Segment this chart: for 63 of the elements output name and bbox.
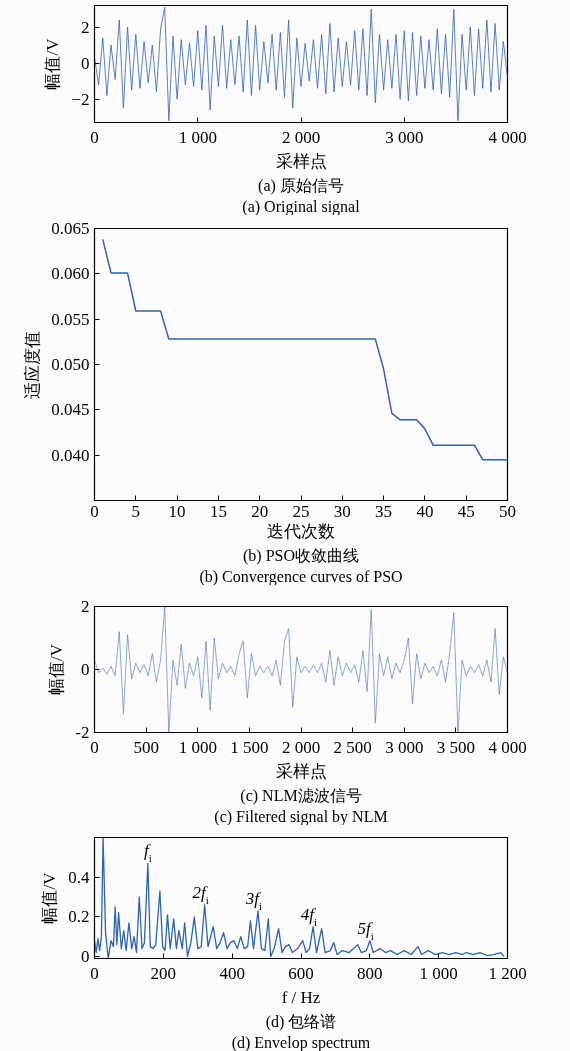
x-tick-label: 2 000: [281, 737, 321, 757]
x-tick-label: 3 500: [436, 737, 475, 757]
x-tick-label: 3 000: [385, 737, 424, 757]
y-axis-title: 幅值/V: [40, 871, 60, 924]
x-tick-label: 1 000: [419, 963, 458, 983]
y-axis-title: 幅值/V: [47, 643, 67, 695]
x-tick-label: 25: [292, 501, 310, 521]
x-tick-label: 500: [133, 737, 159, 757]
y-tick-label: 0: [81, 53, 90, 73]
x-tick-label: 1 000: [178, 737, 217, 757]
x-tick-label: 4 000: [488, 127, 527, 147]
y-tick-label: 2: [81, 17, 90, 37]
x-tick-label: 800: [357, 963, 383, 983]
text: (a) 原始信号: [258, 176, 344, 195]
y-tick-label: 0: [81, 660, 90, 679]
x-axis-title: f / Hz: [281, 987, 321, 1007]
x-axis-title: 采样点: [275, 151, 327, 171]
y-tick-label: -2: [75, 723, 90, 742]
x-tick-label: 1 500: [230, 737, 269, 757]
x-tick-label: 1 000: [178, 127, 217, 147]
x-tick-label: 400: [219, 963, 245, 983]
text: (b) PSO收敛曲线: [243, 546, 360, 565]
x-tick-label: 30: [333, 501, 351, 521]
x-tick-label: 3 000: [385, 127, 424, 147]
text: (c) Filtered signal by NLM: [214, 807, 388, 826]
x-tick-label: 35: [375, 501, 393, 521]
y-tick-label: 0.045: [51, 400, 90, 420]
y-tick-label: 2: [81, 597, 90, 616]
y-tick-label: 0.055: [51, 309, 90, 329]
y-axis-title: 适应度值: [23, 330, 43, 399]
y-tick-label: 0.050: [51, 355, 90, 374]
line-series: [94, 6, 508, 122]
x-tick-label: 50: [499, 501, 516, 521]
y-tick-label: 0.060: [51, 264, 90, 284]
text: (d) Envelop spectrum: [231, 1033, 371, 1051]
text: (d) 包络谱: [265, 1012, 337, 1031]
x-tick-label: 20: [251, 501, 269, 521]
x-tick-label: 10: [168, 501, 186, 521]
y-tick-label: 0.040: [51, 445, 90, 465]
x-tick-label: 2 000: [281, 127, 321, 147]
y-tick-label: 0.4: [68, 867, 90, 887]
line-series: [102, 238, 508, 461]
x-tick-label: 45: [457, 501, 475, 521]
x-tick-label: 40: [416, 501, 434, 521]
x-tick-label: 15: [209, 501, 227, 521]
x-tick-label: 200: [150, 963, 177, 983]
x-axis-title: 迭代次数: [267, 521, 335, 541]
text: (b) Convergence curves of PSO: [199, 567, 403, 586]
y-axis-title: 幅值/V: [43, 37, 63, 90]
line-series: [94, 837, 505, 959]
x-tick-label: 4 000: [488, 737, 527, 757]
line-series: [94, 606, 508, 733]
y-tick-label: 0.2: [68, 907, 90, 927]
text: (a) Original signal: [242, 197, 361, 216]
x-tick-label: 2 500: [333, 737, 372, 757]
y-tick-label: −2: [71, 89, 90, 109]
x-tick-label: 1 200: [488, 963, 527, 983]
y-tick-label: 0.065: [51, 219, 90, 238]
y-tick-label: 0: [81, 947, 90, 967]
text: (c) NLM滤波信号: [240, 786, 362, 805]
x-tick-label: 5: [131, 501, 141, 521]
x-tick-label: 600: [288, 963, 314, 983]
x-axis-title: 采样点: [275, 761, 327, 781]
